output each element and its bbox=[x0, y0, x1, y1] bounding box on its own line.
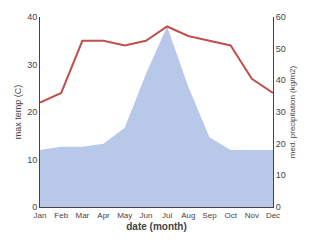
svg-text:Apr: Apr bbox=[97, 211, 110, 220]
svg-text:Oct: Oct bbox=[224, 211, 237, 220]
svg-text:60: 60 bbox=[276, 12, 286, 22]
svg-text:Jan: Jan bbox=[34, 211, 47, 220]
svg-text:max temp (C): max temp (C) bbox=[13, 85, 23, 140]
svg-text:30: 30 bbox=[276, 107, 286, 117]
svg-text:Jul: Jul bbox=[162, 211, 172, 220]
svg-text:Mar: Mar bbox=[75, 211, 89, 220]
svg-text:10: 10 bbox=[276, 170, 286, 180]
svg-text:20: 20 bbox=[27, 107, 37, 117]
svg-text:May: May bbox=[117, 211, 132, 220]
svg-text:date (month): date (month) bbox=[126, 221, 187, 232]
svg-text:Nov: Nov bbox=[245, 211, 259, 220]
svg-text:Aug: Aug bbox=[181, 211, 195, 220]
svg-text:40: 40 bbox=[27, 12, 37, 22]
svg-text:20: 20 bbox=[276, 139, 286, 149]
svg-text:10: 10 bbox=[27, 155, 37, 165]
svg-text:0: 0 bbox=[32, 202, 37, 212]
svg-text:Feb: Feb bbox=[54, 211, 68, 220]
svg-text:30: 30 bbox=[27, 60, 37, 70]
svg-text:Dec: Dec bbox=[266, 211, 280, 220]
svg-text:Sep: Sep bbox=[202, 211, 217, 220]
svg-text:Jun: Jun bbox=[139, 211, 152, 220]
svg-text:50: 50 bbox=[276, 44, 286, 54]
svg-text:40: 40 bbox=[276, 75, 286, 85]
svg-text:med. precipitation (kg/m2): med. precipitation (kg/m2) bbox=[288, 65, 297, 158]
svg-text:0: 0 bbox=[276, 202, 281, 212]
